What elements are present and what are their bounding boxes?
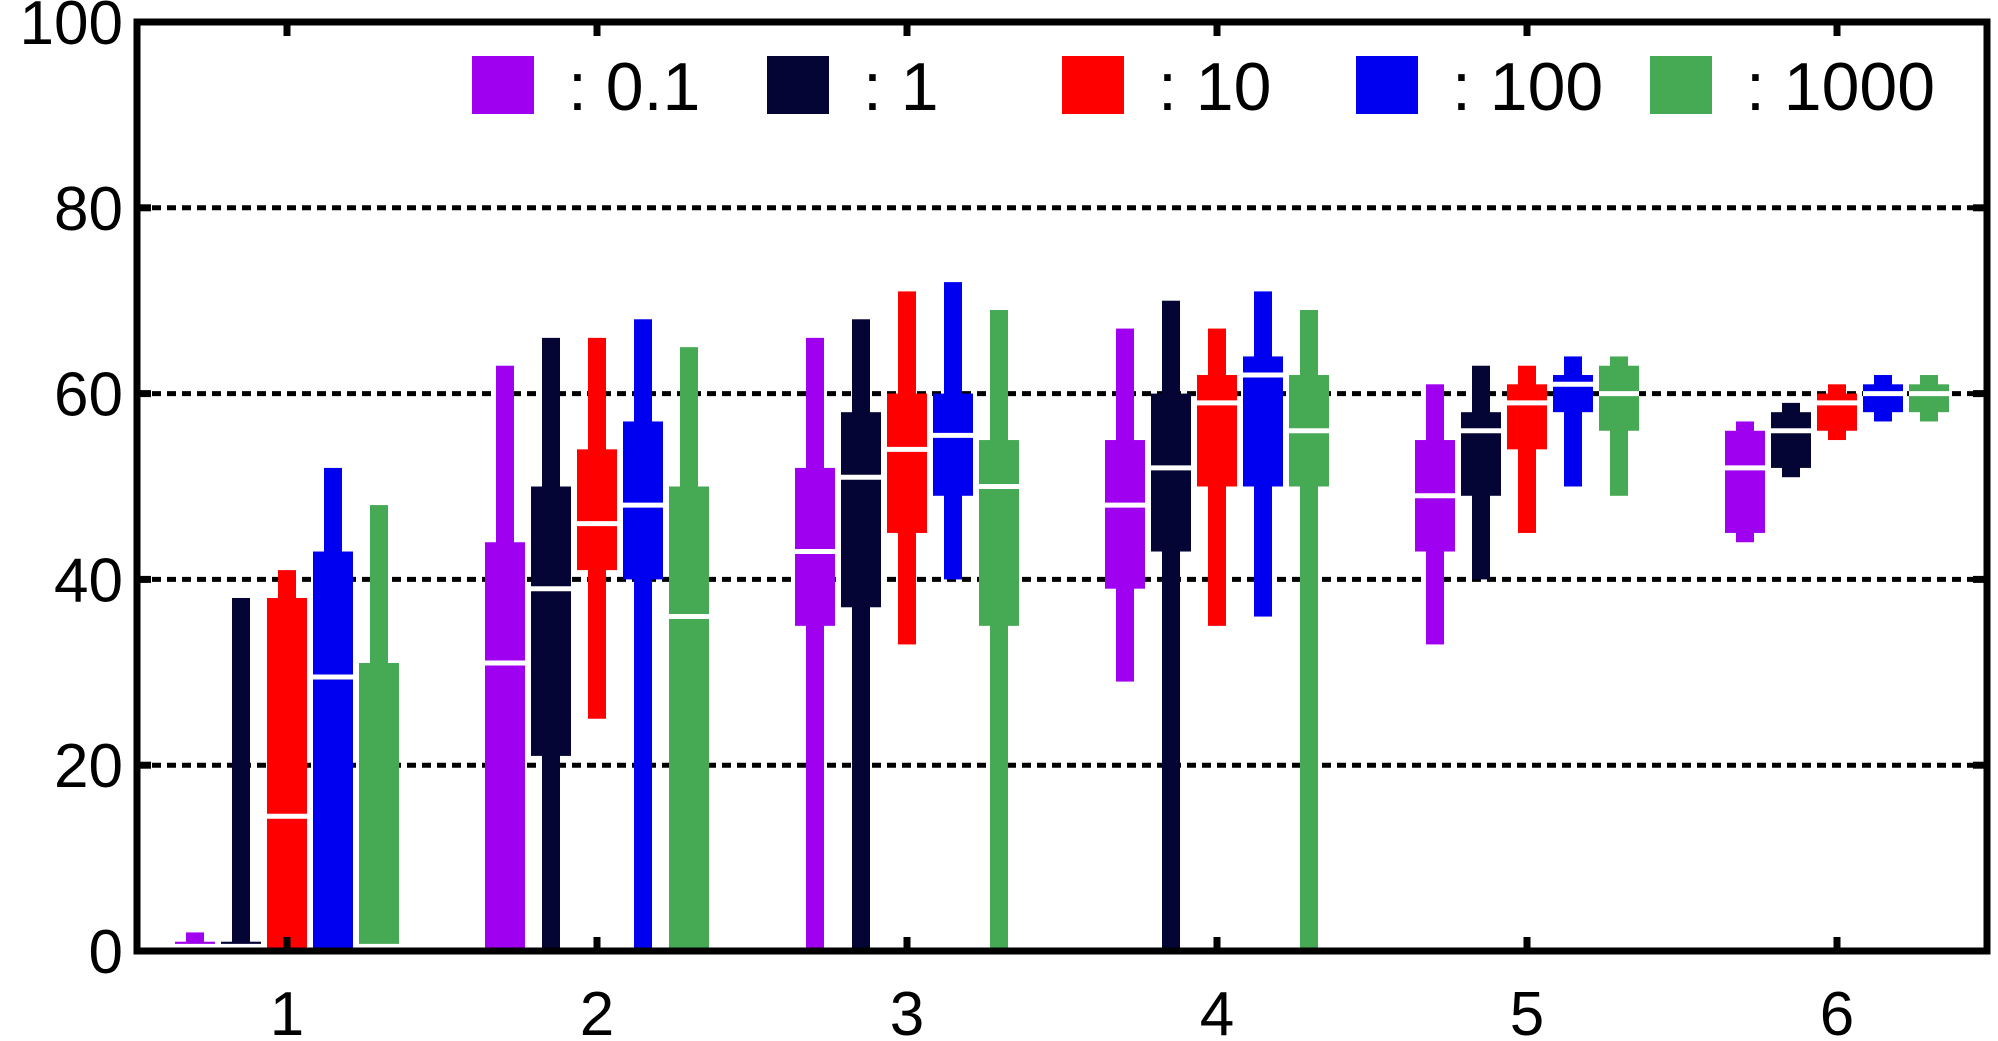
box-cat4-series0 [1105,328,1145,682]
box-series [175,282,1949,952]
x-tick-label: 2 [580,980,614,1041]
legend-label: : 1000 [1746,49,1935,125]
box-body [887,393,927,533]
box-cat1-series1 [221,597,261,951]
box-cat4-series3 [1243,291,1283,617]
box-cat6-series3 [1863,375,1903,422]
box-body [1771,412,1811,468]
box-cat2-series2 [577,337,617,719]
box-body [841,412,881,608]
legend-label: : 10 [1158,49,1271,125]
box-cat2-series4 [669,347,709,951]
box-body [1863,384,1903,413]
box-body [485,542,525,951]
box-cat2-series3 [623,319,663,951]
box-body [795,467,835,626]
x-tick-label: 6 [1820,980,1854,1041]
box-body [359,663,399,951]
box-cat6-series2 [1817,384,1857,441]
box-cat4-series1 [1151,300,1191,951]
box-body [531,486,571,756]
box-cat5-series2 [1507,365,1547,533]
box-body [1197,375,1237,487]
box-cat6-series1 [1771,402,1811,478]
box-cat3-series3 [933,282,973,580]
box-cat4-series2 [1197,328,1237,626]
box-body [979,440,1019,626]
x-tick-label: 4 [1200,980,1234,1041]
y-tick-label: 80 [54,175,123,244]
box-cat2-series1 [531,337,571,951]
box-body [577,449,617,571]
gridlines [137,205,1987,768]
box-cat4-series4 [1289,309,1329,951]
box-cat3-series1 [841,319,881,951]
box-body [933,393,973,496]
y-tick-label: 0 [89,918,123,987]
legend-swatch [1062,56,1124,114]
box-body [1243,356,1283,487]
legend-swatch [767,56,829,114]
x-tick-label: 1 [270,980,304,1041]
box-body [1817,393,1857,431]
box-cat5-series4 [1599,356,1639,496]
legend-item: : 10 [1062,49,1271,125]
box-whisker [806,337,824,951]
legend-swatch [472,56,534,114]
box-cat6-series4 [1909,375,1949,422]
axes: 0 20 40 60 80 100 1 2 3 4 5 6 [20,0,1987,1041]
legend-item: : 1 [767,49,939,125]
y-tick-label: 60 [54,361,123,430]
legend-swatch [1356,56,1418,114]
y-tick-label: 100 [20,0,123,58]
legend-label: : 0.1 [568,49,700,125]
box-cat3-series0 [795,337,835,951]
box-body [623,421,663,580]
box-whisker [232,597,250,951]
box-body [1599,365,1639,431]
box-body [1909,384,1949,413]
y-tick-label: 40 [54,546,123,615]
box-cat5-series0 [1415,384,1455,645]
box-body [1151,393,1191,552]
legend-item: : 0.1 [472,49,700,125]
box-body [1553,375,1593,413]
x-tick-label: 3 [890,980,924,1041]
legend: : 0.1 : 1 : 10 : 100 : 1000 [472,49,1935,125]
box-cat1-series0 [175,932,215,951]
x-tick-label: 5 [1510,980,1544,1041]
box-body [1461,412,1501,496]
box-body [267,597,307,951]
legend-swatch [1650,56,1712,114]
box-cat6-series0 [1725,421,1765,543]
box-cat5-series1 [1461,365,1501,580]
box-cat3-series4 [979,309,1019,951]
box-body [1105,440,1145,589]
box-whisker [990,309,1008,951]
box-cat2-series0 [485,365,525,952]
legend-label: : 1 [863,49,939,125]
legend-label: : 100 [1452,49,1603,125]
plot-frame [133,18,1991,955]
box-cat1-series2 [267,570,307,951]
box-cat5-series3 [1553,356,1593,487]
box-whisker [634,319,652,951]
legend-item: : 100 [1356,49,1603,125]
legend-item: : 1000 [1650,49,1935,125]
box-cat1-series4 [359,505,399,951]
box-cat1-series3 [313,467,353,951]
box-cat3-series2 [887,291,927,645]
box-body [313,551,353,951]
box-body [1507,384,1547,450]
box-body [669,486,709,951]
y-tick-label: 20 [54,732,123,801]
box-body [1725,430,1765,533]
